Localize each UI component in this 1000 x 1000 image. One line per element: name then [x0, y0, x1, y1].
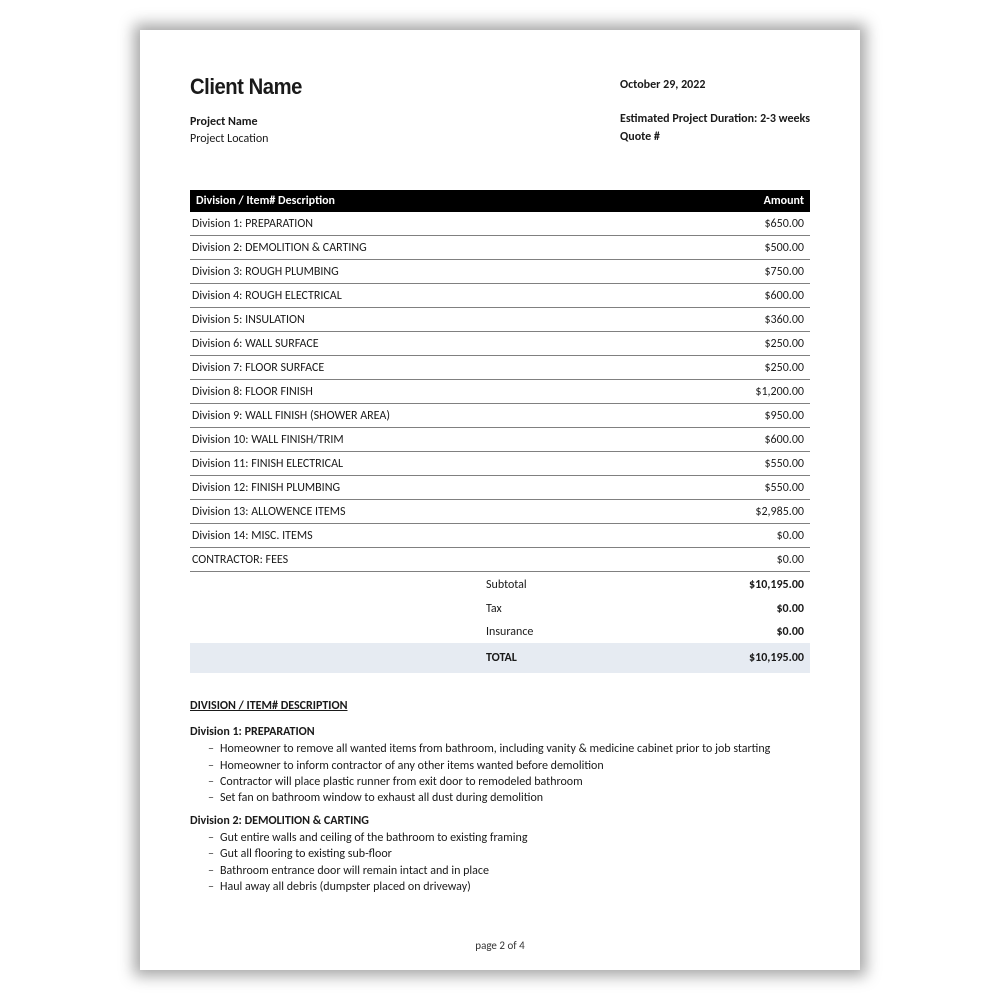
project-name-label: Project Name	[190, 115, 258, 129]
row-description: Division 14: MISC. ITEMS	[192, 529, 724, 543]
col-header-amount: Amount	[724, 194, 804, 208]
row-amount: $500.00	[724, 241, 804, 255]
table-row: Division 9: WALL FINISH (SHOWER AREA)$95…	[190, 404, 810, 428]
table-row: Division 5: INSULATION$360.00	[190, 308, 810, 332]
row-amount: $1,200.00	[724, 385, 804, 399]
subtotal-label: Subtotal	[486, 577, 704, 594]
row-description: Division 10: WALL FINISH/TRIM	[192, 433, 724, 447]
row-description: Division 13: ALLOWENCE ITEMS	[192, 505, 724, 519]
division-title: Division 2: DEMOLITION & CARTING	[190, 814, 810, 828]
list-item: Set fan on bathroom window to exhaust al…	[208, 790, 810, 806]
table-row: Division 2: DEMOLITION & CARTING$500.00	[190, 236, 810, 260]
table-row: CONTRACTOR: FEES$0.00	[190, 548, 810, 572]
insurance-label: Insurance	[486, 625, 704, 639]
table-row: Division 1: PREPARATION$650.00	[190, 212, 810, 236]
row-amount: $0.00	[724, 553, 804, 567]
table-header: Division / Item# Description Amount	[190, 190, 810, 212]
duration-value: 2-3 weeks	[760, 112, 810, 126]
row-amount: $360.00	[724, 313, 804, 327]
table-row: Division 13: ALLOWENCE ITEMS$2,985.00	[190, 500, 810, 524]
row-description: CONTRACTOR: FEES	[192, 553, 724, 567]
duration-line: Estimated Project Duration: 2-3 weeks	[620, 110, 810, 128]
list-item: Bathroom entrance door will remain intac…	[208, 863, 810, 879]
row-amount: $250.00	[724, 337, 804, 351]
table-row: Division 7: FLOOR SURFACE$250.00	[190, 356, 810, 380]
list-item: Homeowner to inform contractor of any ot…	[208, 758, 810, 774]
row-description: Division 3: ROUGH PLUMBING	[192, 265, 724, 279]
col-header-description: Division / Item# Description	[196, 194, 724, 208]
descriptions-body: Division 1: PREPARATION Homeowner to remo…	[190, 725, 810, 895]
row-amount: $250.00	[724, 361, 804, 375]
document-page: Client Name Project Name Project Locatio…	[140, 30, 860, 970]
row-description: Division 9: WALL FINISH (SHOWER AREA)	[192, 409, 724, 423]
project-name: Project Name	[190, 114, 312, 131]
table-row: Division 8: FLOOR FINISH$1,200.00	[190, 380, 810, 404]
row-description: Division 8: FLOOR FINISH	[192, 385, 724, 399]
page-footer: page 2 of 4	[140, 939, 860, 952]
descriptions-section: DIVISION / ITEM# DESCRIPTION Division 1:…	[190, 699, 810, 895]
list-item: Contractor will place plastic runner fro…	[208, 774, 810, 790]
table-body: Division 1: PREPARATION$650.00Division 2…	[190, 212, 810, 572]
quote-label: Quote #	[620, 130, 660, 144]
insurance-row: Insurance $0.00	[190, 620, 810, 643]
total-value: $10,195.00	[704, 651, 804, 665]
header-left: Client Name Project Name Project Locatio…	[190, 74, 312, 148]
table-row: Division 3: ROUGH PLUMBING$750.00	[190, 260, 810, 284]
row-amount: $600.00	[724, 433, 804, 447]
row-description: Division 11: FINISH ELECTRICAL	[192, 457, 724, 471]
row-amount: $2,985.00	[724, 505, 804, 519]
table-row: Division 4: ROUGH ELECTRICAL$600.00	[190, 284, 810, 308]
totals-block: Subtotal $10,195.00 Tax $0.00 Insurance …	[190, 572, 810, 674]
header-right: October 29, 2022 Estimated Project Durat…	[620, 74, 810, 148]
row-amount: $650.00	[724, 217, 804, 231]
row-amount: $550.00	[724, 457, 804, 471]
row-amount: $950.00	[724, 409, 804, 423]
tax-value: $0.00	[704, 602, 804, 616]
row-description: Division 6: WALL SURFACE	[192, 337, 724, 351]
total-label: TOTAL	[486, 651, 704, 665]
subtotal-value: $10,195.00	[704, 577, 804, 594]
project-location: Project Location	[190, 131, 312, 148]
descriptions-heading: DIVISION / ITEM# DESCRIPTION	[190, 699, 810, 713]
division-items: Homeowner to remove all wanted items fro…	[190, 741, 810, 806]
row-amount: $0.00	[724, 529, 804, 543]
line-items-table: Division / Item# Description Amount Divi…	[190, 190, 810, 572]
row-description: Division 1: PREPARATION	[192, 217, 724, 231]
list-item: Homeowner to remove all wanted items fro…	[208, 741, 810, 757]
insurance-value: $0.00	[704, 625, 804, 639]
header: Client Name Project Name Project Locatio…	[190, 74, 810, 148]
row-amount: $550.00	[724, 481, 804, 495]
row-amount: $750.00	[724, 265, 804, 279]
total-row: TOTAL $10,195.00	[190, 643, 810, 673]
duration-label: Estimated Project Duration:	[620, 112, 757, 126]
row-amount: $600.00	[724, 289, 804, 303]
division-title: Division 1: PREPARATION	[190, 725, 810, 739]
table-row: Division 14: MISC. ITEMS$0.00	[190, 524, 810, 548]
list-item: Gut entire walls and ceiling of the bath…	[208, 830, 810, 846]
tax-row: Tax $0.00	[190, 597, 810, 620]
division-items: Gut entire walls and ceiling of the bath…	[190, 830, 810, 895]
subtotal-row: Subtotal $10,195.00	[190, 572, 810, 598]
row-description: Division 2: DEMOLITION & CARTING	[192, 241, 724, 255]
row-description: Division 5: INSULATION	[192, 313, 724, 327]
row-description: Division 12: FINISH PLUMBING	[192, 481, 724, 495]
document-date: October 29, 2022	[620, 78, 810, 92]
table-row: Division 10: WALL FINISH/TRIM$600.00	[190, 428, 810, 452]
table-row: Division 12: FINISH PLUMBING$550.00	[190, 476, 810, 500]
quote-line: Quote #	[620, 128, 810, 146]
row-description: Division 7: FLOOR SURFACE	[192, 361, 724, 375]
table-row: Division 6: WALL SURFACE$250.00	[190, 332, 810, 356]
table-row: Division 11: FINISH ELECTRICAL$550.00	[190, 452, 810, 476]
list-item: Haul away all debris (dumpster placed on…	[208, 879, 810, 895]
row-description: Division 4: ROUGH ELECTRICAL	[192, 289, 724, 303]
list-item: Gut all flooring to existing sub-floor	[208, 846, 810, 862]
tax-label: Tax	[486, 602, 704, 616]
client-name: Client Name	[190, 74, 302, 100]
